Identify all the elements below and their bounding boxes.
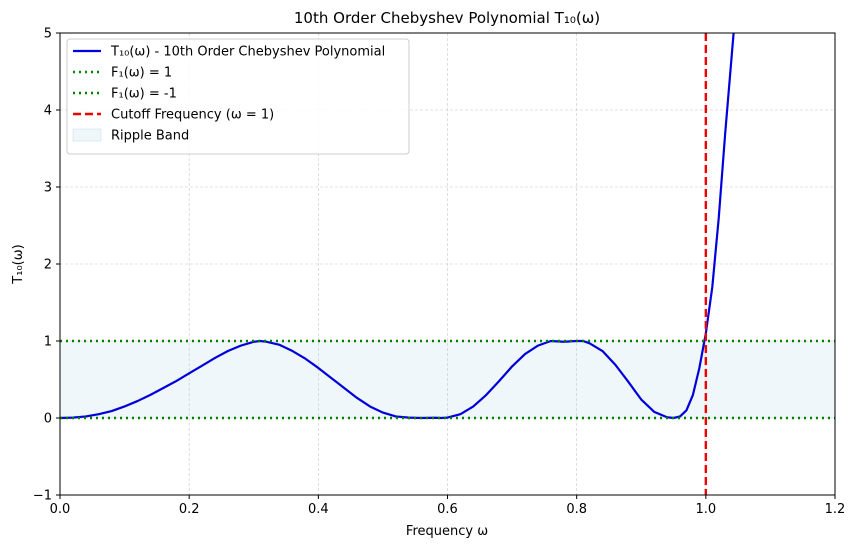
- y-tick-label: 5: [44, 27, 52, 42]
- x-tick-label: 0.2: [179, 502, 200, 517]
- x-tick-label: 0.6: [437, 502, 458, 517]
- y-tick-label: 4: [44, 104, 52, 119]
- legend-entry-label: T₁₀(ω) - 10th Order Chebyshev Polynomial: [110, 45, 385, 60]
- chart-title: 10th Order Chebyshev Polynomial T₁₀(ω): [294, 9, 600, 27]
- x-tick-label: 0.4: [308, 502, 329, 517]
- x-tick-label: 0.8: [566, 502, 587, 517]
- x-tick-label: 1.2: [825, 502, 846, 517]
- y-tick-label: 0: [44, 412, 52, 427]
- x-axis: 0.0 0.2 0.4 0.6 0.8 1.0 1.2: [50, 495, 846, 517]
- y-tick-label: 1: [44, 335, 52, 350]
- legend-swatch-patch: [72, 128, 102, 142]
- x-tick-label: 0.0: [50, 502, 71, 517]
- ripple-band-layer: [60, 341, 835, 418]
- y-tick-label: 2: [44, 258, 52, 273]
- legend-box: [66, 38, 410, 155]
- legend-entry-label: F₁(ω) = -1: [111, 87, 177, 102]
- legend-entry-label: F₁(ω) = 1: [111, 66, 172, 81]
- y-tick-label: −1: [33, 489, 52, 504]
- ripple-band: [60, 341, 835, 418]
- legend-entry-label: Ripple Band: [111, 129, 189, 144]
- y-tick-label: 3: [44, 181, 52, 196]
- series-layer: [60, 33, 835, 420]
- y-axis-title: T₁₀(ω): [11, 244, 26, 284]
- x-tick-label: 1.0: [695, 502, 716, 517]
- legend: T₁₀(ω) - 10th Order Chebyshev Polynomial…: [66, 38, 410, 155]
- legend-entry-label: Cutoff Frequency (ω = 1): [111, 108, 274, 123]
- x-axis-title: Frequency ω: [406, 524, 488, 539]
- y-axis: −1 0 1 2 3 4 5: [33, 27, 60, 504]
